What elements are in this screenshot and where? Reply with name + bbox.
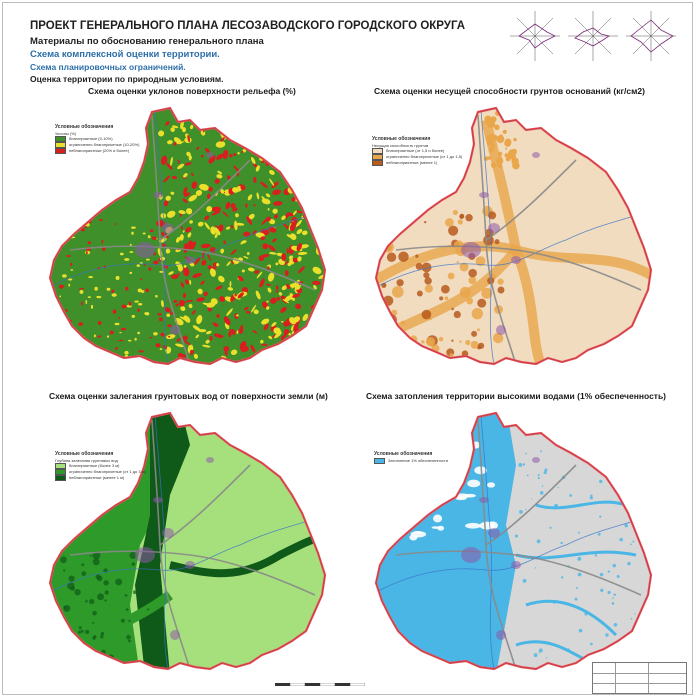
settlement bbox=[496, 325, 506, 335]
legend-label: ограниченно благоприятные (10-20%) bbox=[69, 142, 140, 148]
settlement bbox=[532, 152, 540, 158]
district-boundary-line bbox=[49, 107, 326, 365]
title-block-stamp bbox=[592, 662, 687, 694]
river bbox=[50, 544, 241, 596]
legend-swatch bbox=[372, 160, 383, 166]
map-flooding bbox=[374, 411, 653, 671]
legend-label: благоприятные (0-10%) bbox=[69, 136, 113, 142]
river bbox=[154, 109, 169, 364]
road bbox=[395, 550, 642, 596]
legend-swatch bbox=[372, 148, 383, 154]
panel-2-title: Схема оценки несущей способности грунтов… bbox=[374, 86, 645, 96]
road bbox=[485, 464, 577, 546]
legend-swatch bbox=[372, 154, 383, 160]
legend-swatch bbox=[55, 469, 66, 475]
legend-slope: Условные обозначения Уклоны (%) благопри… bbox=[55, 125, 139, 154]
legend-label: благоприятные (от 1,5 и более) bbox=[386, 148, 445, 154]
subsection-title: Схема планировочных ограничений. bbox=[30, 62, 186, 72]
settlement bbox=[135, 242, 155, 258]
legend-label: неблагоприятные (20% и более) bbox=[69, 148, 130, 154]
legend-label: ограниченно благоприятные (от 1 до 1,5) bbox=[386, 154, 463, 160]
settlement bbox=[185, 561, 195, 569]
river bbox=[480, 414, 495, 669]
panel-3-title: Схема оценки залегания грунтовых вод от … bbox=[49, 391, 328, 401]
settlement bbox=[479, 192, 489, 198]
district-boundary-line bbox=[375, 107, 652, 365]
section-title: Схема комплексной оценки территории. bbox=[30, 49, 220, 60]
legend-heading: Несущая способность грунтов bbox=[372, 143, 429, 148]
settlement bbox=[488, 528, 500, 538]
legend-swatch bbox=[55, 136, 66, 142]
legend-swatch bbox=[55, 463, 66, 469]
legend-label: Затопление 1% обеспеченности bbox=[388, 458, 448, 464]
settlement bbox=[461, 547, 481, 563]
map-soil-bearing bbox=[374, 106, 653, 366]
legend-swatch bbox=[55, 475, 66, 481]
legend-label: неблагоприятные (менее 1 м) bbox=[69, 475, 125, 481]
panel-1-title: Схема оценки уклонов поверхности рельефа… bbox=[88, 86, 296, 96]
river bbox=[50, 239, 241, 291]
settlement bbox=[153, 192, 163, 198]
river bbox=[376, 544, 567, 596]
legend-groundwater: Условные обозначения Глубина залегания г… bbox=[55, 452, 146, 481]
legend-title: Условные обозначения bbox=[55, 124, 114, 130]
settlement bbox=[170, 630, 180, 640]
settlement bbox=[162, 528, 174, 538]
panel-4-title: Схема затопления территории высокими вод… bbox=[366, 391, 667, 401]
road bbox=[69, 245, 316, 291]
legend-title: Условные обозначения bbox=[55, 451, 114, 457]
settlement bbox=[511, 561, 521, 569]
settlement bbox=[532, 457, 540, 463]
legend-label: благоприятные (более 3 м) bbox=[69, 463, 120, 469]
river bbox=[480, 109, 495, 364]
map-fill bbox=[50, 413, 325, 669]
legend-label: ограниченно благоприятные (от 1 до 3 м) bbox=[69, 469, 146, 475]
road bbox=[395, 245, 642, 291]
sheet-title: ПРОЕКТ ГЕНЕРАЛЬНОГО ПЛАНА ЛЕСОЗАВОДСКОГО… bbox=[30, 20, 466, 32]
road bbox=[485, 159, 577, 241]
legend-soil-bearing: Условные обозначения Несущая способность… bbox=[372, 137, 462, 166]
topic-title: Оценка территории по природным условиям. bbox=[30, 74, 224, 84]
wind-rose-2 bbox=[568, 11, 618, 61]
wind-rose-1 bbox=[510, 11, 560, 61]
settlement bbox=[206, 457, 214, 463]
legend-heading: Уклоны (%) bbox=[55, 131, 77, 136]
settlement bbox=[170, 325, 180, 335]
settlement bbox=[511, 256, 521, 264]
settlement bbox=[488, 223, 500, 233]
settlement bbox=[185, 256, 195, 264]
settlement bbox=[153, 497, 163, 503]
legend-flooding: Условные обозначения Затопление 1% обесп… bbox=[374, 452, 448, 464]
settlement bbox=[461, 242, 481, 258]
river bbox=[154, 414, 169, 669]
settlement bbox=[496, 630, 506, 640]
legend-swatch bbox=[374, 458, 385, 464]
settlement bbox=[162, 223, 174, 233]
wind-rose-diagrams bbox=[510, 11, 676, 61]
road bbox=[159, 159, 251, 241]
district-boundary-line bbox=[375, 412, 652, 670]
legend-title: Условные обозначения bbox=[372, 136, 431, 142]
district-boundary-line bbox=[49, 412, 326, 670]
sheet-subtitle: Материалы по обоснованию генерального пл… bbox=[30, 36, 264, 47]
map-slope bbox=[48, 106, 327, 366]
legend-label: неблагоприятные (менее 1) bbox=[386, 160, 438, 166]
road bbox=[159, 464, 251, 546]
settlement bbox=[206, 152, 214, 158]
scale-bar bbox=[275, 683, 365, 686]
map-groundwater bbox=[48, 411, 327, 671]
river bbox=[376, 239, 567, 291]
road bbox=[69, 550, 316, 596]
map-fill bbox=[376, 413, 651, 669]
settlement bbox=[135, 547, 155, 563]
legend-heading: Глубина залегания грунтовых вод bbox=[55, 458, 118, 463]
wind-rose-3 bbox=[626, 11, 676, 61]
legend-swatch bbox=[55, 142, 66, 148]
legend-title: Условные обозначения bbox=[374, 451, 433, 457]
settlement bbox=[479, 497, 489, 503]
legend-swatch bbox=[55, 148, 66, 154]
